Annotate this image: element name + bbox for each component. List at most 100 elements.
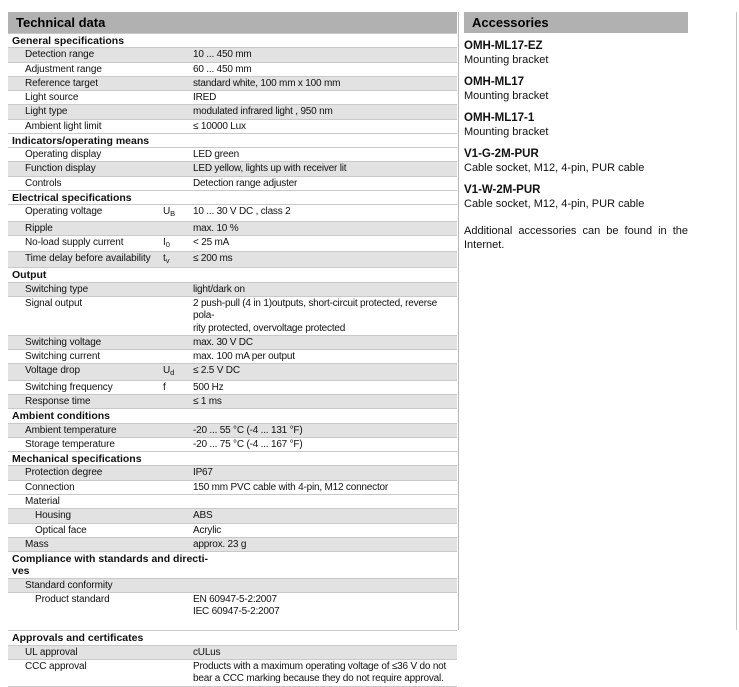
spec-value: max. 100 mA per output bbox=[193, 351, 295, 363]
spec-label: Switching frequency bbox=[25, 381, 113, 393]
spec-symbol bbox=[163, 466, 193, 479]
spec-row: Ambient temperature -20 ... 55 °C (-4 ...… bbox=[8, 422, 457, 437]
spec-value: modulated infrared light , 950 nm bbox=[193, 106, 333, 118]
spec-value: max. 30 V DC bbox=[193, 336, 253, 348]
spec-value: LED green bbox=[193, 149, 240, 161]
spec-value: IP67 bbox=[193, 467, 213, 479]
technical-data-panel: Technical data General specifications Det… bbox=[8, 12, 457, 687]
spec-value: LED yellow, lights up with receiver lit bbox=[193, 163, 347, 175]
spec-label: Ambient temperature bbox=[25, 424, 117, 436]
spec-row: CCC approval Products with a maximum oper… bbox=[8, 658, 457, 686]
section-title: Electrical specifications bbox=[8, 190, 457, 205]
spec-label: Light type bbox=[25, 106, 68, 118]
approvals-section-title: Approvals and certificates bbox=[8, 630, 457, 645]
spec-symbol bbox=[163, 481, 193, 494]
spec-symbol bbox=[163, 509, 193, 522]
datasheet-page: Technical data General specifications Det… bbox=[8, 12, 737, 687]
spec-symbol bbox=[163, 350, 193, 363]
spec-label: Function display bbox=[25, 163, 96, 175]
spec-row: Adjustment range 60 ... 450 mm bbox=[8, 61, 457, 76]
spec-value: ABS bbox=[193, 510, 213, 522]
accessories-list: OMH-ML17-EZ Mounting bracket OMH-ML17 Mount… bbox=[464, 40, 730, 211]
spec-label: Switching voltage bbox=[25, 336, 102, 348]
spec-label: Standard conformity bbox=[25, 579, 113, 591]
spec-value: 10 ... 30 V DC , class 2 bbox=[193, 206, 291, 218]
spec-symbol: UB bbox=[163, 206, 176, 219]
spec-symbol bbox=[163, 77, 193, 90]
section-title: General specifications bbox=[8, 33, 457, 48]
spec-row: Controls Detection range adjuster bbox=[8, 175, 457, 191]
spec-row: Operating voltage UB 10 ... 30 V DC , clas… bbox=[8, 204, 457, 221]
accessory-description: Mounting bracket bbox=[464, 90, 549, 102]
spec-symbol bbox=[163, 120, 193, 133]
spec-symbol bbox=[163, 222, 193, 235]
spec-row: Ambient light limit ≤ 10000 Lux bbox=[8, 118, 457, 133]
column-divider bbox=[458, 12, 459, 630]
spec-symbol bbox=[163, 297, 193, 335]
spec-value: < 25 mA bbox=[193, 236, 230, 248]
spec-symbol bbox=[163, 524, 193, 537]
accessory-item: OMH-ML17-1 Mounting bracket bbox=[464, 112, 730, 139]
spec-label: Controls bbox=[25, 177, 62, 189]
spec-symbol bbox=[163, 48, 193, 61]
spec-value: approx. 23 g bbox=[193, 538, 247, 550]
spec-label: Switching current bbox=[25, 351, 100, 363]
technical-data-table: General specifications Detection range 10 … bbox=[8, 33, 457, 687]
section-title: Ambient conditions bbox=[8, 408, 457, 423]
accessory-description: Cable socket, M12, 4-pin, PUR cable bbox=[464, 198, 645, 210]
accessory-item: OMH-ML17 Mounting bracket bbox=[464, 76, 730, 103]
spec-value: ≤ 1 ms bbox=[193, 396, 222, 408]
spec-symbol bbox=[163, 395, 193, 408]
spec-label: Operating display bbox=[25, 149, 102, 161]
spec-symbol: I0 bbox=[163, 236, 170, 249]
spec-symbol bbox=[163, 91, 193, 104]
spec-value: -20 ... 55 °C (-4 ... 131 °F) bbox=[193, 424, 303, 436]
accessories-note: Additional accessories can be found in t… bbox=[464, 225, 688, 251]
spec-label: Voltage drop bbox=[25, 365, 80, 377]
spec-value: -20 ... 75 °C (-4 ... 167 °F) bbox=[193, 438, 303, 450]
spec-symbol: tv bbox=[163, 253, 170, 266]
spec-value: Acrylic bbox=[193, 524, 222, 536]
spec-row: Switching current max. 100 mA per output bbox=[8, 349, 457, 364]
spec-symbol bbox=[163, 336, 193, 349]
spec-row: Product standard EN 60947-5-2:2007 IEC 60… bbox=[8, 591, 457, 619]
spec-symbol bbox=[163, 438, 193, 451]
technical-data-header: Technical data bbox=[8, 12, 457, 33]
spec-row: Connection 150 mm PVC cable with 4-pin, M… bbox=[8, 479, 457, 494]
spec-row: Signal output 2 push-pull (4 in 1)outputs… bbox=[8, 295, 457, 335]
spec-label: Response time bbox=[25, 396, 91, 408]
spec-label: Protection degree bbox=[25, 467, 103, 479]
spec-row: Storage temperature -20 ... 75 °C (-4 ...… bbox=[8, 436, 457, 452]
spec-symbol bbox=[163, 177, 193, 190]
spec-symbol bbox=[163, 593, 193, 619]
accessory-model: V1-W-2M-PUR bbox=[464, 184, 541, 196]
spec-label: Housing bbox=[35, 510, 71, 522]
spec-label: Light source bbox=[25, 92, 79, 104]
spec-value bbox=[193, 495, 457, 508]
spec-label: Material bbox=[25, 495, 60, 507]
spec-symbol bbox=[163, 105, 193, 118]
spec-symbol bbox=[163, 162, 193, 175]
spec-label: Optical face bbox=[35, 524, 87, 536]
accessory-model: OMH-ML17-EZ bbox=[464, 40, 543, 52]
spec-row: Reference target standard white, 100 mm x… bbox=[8, 75, 457, 91]
spec-row: Standard conformity bbox=[8, 577, 457, 592]
spec-symbol bbox=[163, 538, 193, 551]
spec-row: Switching frequency f 500 Hz bbox=[8, 379, 457, 395]
spec-value: 2 push-pull (4 in 1)outputs, short-circu… bbox=[193, 297, 438, 334]
accessory-description: Cable socket, M12, 4-pin, PUR cable bbox=[464, 162, 645, 174]
spec-row: Switching voltage max. 30 V DC bbox=[8, 334, 457, 350]
section-title: Indicators/operating means bbox=[8, 132, 457, 148]
spec-label: Ambient light limit bbox=[25, 120, 102, 132]
spec-symbol bbox=[163, 495, 193, 508]
spec-row: Housing ABS bbox=[8, 508, 457, 523]
spec-value: ≤ 10000 Lux bbox=[193, 120, 246, 132]
spec-value: Detection range adjuster bbox=[193, 177, 298, 189]
spec-value: 150 mm PVC cable with 4-pin, M12 connect… bbox=[193, 481, 389, 493]
spec-row: No-load supply current I0 < 25 mA bbox=[8, 234, 457, 252]
section-title: Output bbox=[8, 267, 457, 282]
spec-value: light/dark on bbox=[193, 283, 245, 295]
spec-symbol bbox=[163, 283, 193, 296]
spec-label: Operating voltage bbox=[25, 206, 103, 218]
accessory-description: Mounting bracket bbox=[464, 126, 549, 138]
